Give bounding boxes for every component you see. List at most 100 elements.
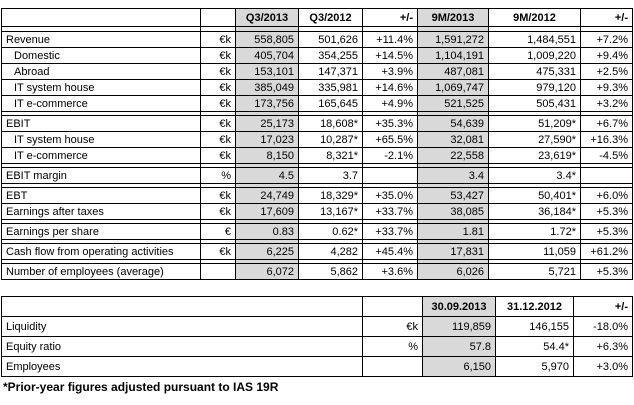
row-value: 1,104,191 [417, 47, 489, 64]
row-label: Cash flow from operating activities [1, 243, 201, 260]
column-header-change-9m: +/- [580, 8, 633, 27]
row-value: +5.3% [580, 203, 633, 220]
header-empty-label [1, 296, 363, 317]
column-header-change-q: +/- [362, 8, 418, 27]
row-value: 8,150 [235, 147, 299, 164]
row-value: 6,026 [417, 263, 489, 280]
row-value: 475,331 [488, 63, 581, 80]
row-value: 18,608* [298, 115, 363, 132]
row-value: 146,155 [495, 316, 574, 337]
row-value: +16.3% [580, 131, 633, 148]
row-unit: €k [200, 31, 236, 48]
row-value: 1,591,272 [417, 31, 489, 48]
row-value: 17,023 [235, 131, 299, 148]
row-value: 1.81 [417, 223, 489, 240]
row-label: IT e-commerce [1, 147, 201, 164]
row-value: 5,862 [298, 263, 363, 280]
row-unit: €k [362, 316, 423, 337]
row-value: 57.8 [422, 336, 496, 357]
row-value: +3.0% [573, 356, 633, 377]
row-value: +35.3% [362, 115, 418, 132]
table-row: Equity ratio% 57.8 54.4* +6.3% [1, 336, 633, 357]
table-row: EBIT margin% 4.5 3.7 3.4 3.4* [1, 167, 633, 184]
row-value: 0.62* [298, 223, 363, 240]
row-value: -18.0% [573, 316, 633, 337]
row-value: +6.7% [580, 115, 633, 132]
table-row: EBT €k 24,749 18,329* +35.0% 53,427 50,401* +6.… [1, 187, 633, 204]
row-unit: % [362, 336, 423, 357]
row-value: 147,371 [298, 63, 363, 80]
table-row: Cash flow from operating activities €k 6,2… [1, 243, 633, 260]
spacer-row [1, 259, 633, 264]
header-empty-unit [362, 296, 423, 317]
table-row: Revenue €k 558,805 501,626 +11.4% 1,591,272 1,… [1, 31, 633, 48]
row-unit: € [200, 223, 236, 240]
row-label: Liquidity [1, 316, 363, 337]
table-row: IT system house €k 385,049 335,981 +14.6% 1,0… [1, 79, 633, 96]
row-label: EBIT [1, 115, 201, 132]
row-value: +65.5% [362, 131, 418, 148]
row-label: EBT [1, 187, 201, 204]
row-value [580, 167, 633, 184]
row-label: Revenue [1, 31, 201, 48]
column-header-q3-2012: Q3/2012 [298, 8, 363, 27]
row-unit [362, 356, 423, 377]
row-unit: €k [200, 95, 236, 112]
row-value: 558,805 [235, 31, 299, 48]
row-value: +14.5% [362, 47, 418, 64]
table-row: Earnings after taxes €k 17,609 13,167* +33.7… [1, 203, 633, 220]
row-value: 32,081 [417, 131, 489, 148]
row-value: 36,184* [488, 203, 581, 220]
column-header-q3-2013: Q3/2013 [235, 8, 299, 27]
column-header-change: +/- [573, 296, 633, 317]
row-value: +6.3% [573, 336, 633, 357]
row-value: 17,609 [235, 203, 299, 220]
row-value: +2.5% [580, 63, 633, 80]
row-unit: €k [200, 79, 236, 96]
row-value: 5,721 [488, 263, 581, 280]
table-row: Liquidity €k 119,859 146,155 -18.0% [1, 316, 633, 337]
row-value: 8,321* [298, 147, 363, 164]
header-empty-label [1, 8, 201, 27]
column-header-9m-2012: 9M/2012 [488, 8, 581, 27]
row-value: +61.2% [580, 243, 633, 260]
row-value: 54,639 [417, 115, 489, 132]
row-label: EBIT margin [1, 167, 201, 184]
row-value: 505,431 [488, 95, 581, 112]
balance-header-row: 30.09.2013 31.12.2012 +/- [1, 296, 633, 317]
spacer-row [1, 26, 633, 32]
row-value: 53,427 [417, 187, 489, 204]
row-unit: €k [200, 187, 236, 204]
row-value: 22,558 [417, 147, 489, 164]
row-value: 153,101 [235, 63, 299, 80]
row-value: 979,120 [488, 79, 581, 96]
row-value: -2.1% [362, 147, 418, 164]
row-value: 119,859 [422, 316, 496, 337]
row-value: 51,209* [488, 115, 581, 132]
row-unit: €k [200, 203, 236, 220]
row-value: 6,072 [235, 263, 299, 280]
column-header-30-09-2013: 30.09.2013 [422, 296, 496, 317]
row-value: 0.83 [235, 223, 299, 240]
row-unit: % [200, 167, 236, 184]
row-value: 1.72* [488, 223, 581, 240]
row-value: 385,049 [235, 79, 299, 96]
row-value: +11.4% [362, 31, 418, 48]
row-value: 3.4 [417, 167, 489, 184]
row-value: 4.5 [235, 167, 299, 184]
row-label: Abroad [1, 63, 201, 80]
row-value: 24,749 [235, 187, 299, 204]
quarterly-results-table: Q3/2013 Q3/2012 +/- 9M/2013 9M/2012 +/- … [1, 8, 633, 280]
row-value: 25,173 [235, 115, 299, 132]
row-unit: €k [200, 147, 236, 164]
row-label: IT e-commerce [1, 95, 201, 112]
row-value: 6,225 [235, 243, 299, 260]
row-label: Earnings per share [1, 223, 201, 240]
row-value: +33.7% [362, 223, 418, 240]
row-value: 11,059 [488, 243, 581, 260]
row-value: +45.4% [362, 243, 418, 260]
row-unit: €k [200, 115, 236, 132]
row-value: 6,150 [422, 356, 496, 377]
row-unit [200, 263, 236, 280]
row-value: 27,590* [488, 131, 581, 148]
